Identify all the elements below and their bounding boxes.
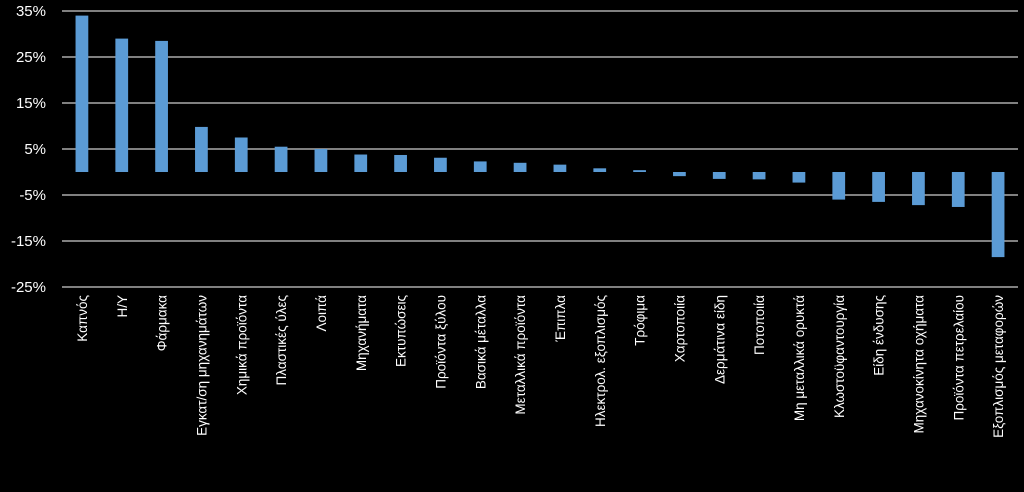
y-tick-label: 25% (16, 49, 46, 66)
y-tick-label: -25% (11, 279, 46, 296)
x-category-label: Καπνός (75, 295, 90, 342)
bar (115, 38, 129, 172)
x-category-label: Πλαστικές ύλες (274, 295, 289, 386)
x-category-label: Προϊόντα ξύλου (433, 295, 448, 389)
x-category-label: Τρόφιμα (633, 295, 648, 346)
y-tick-label: -15% (11, 233, 46, 250)
bar (832, 172, 846, 200)
x-category-label: Εκτυπώσεις (394, 295, 409, 367)
x-category-label: Μηχανήματα (354, 295, 369, 371)
x-axis-labels: Καπνός Η/Υ Φάρμακα Εγκατ/ση μηχανημάτων Χημι… (75, 295, 1006, 438)
y-tick-label: 5% (24, 141, 46, 158)
x-category-label: Προϊόντα πετρελαίου (951, 295, 966, 421)
bar (593, 168, 607, 172)
y-axis-ticks: 35% 25% 15% 5% -5% -15% -25% (11, 3, 46, 296)
x-category-label: Έπιπλα (553, 295, 568, 343)
bar (991, 172, 1005, 258)
bar (434, 157, 447, 172)
x-category-label: Είδη ένδυσης (872, 295, 887, 376)
x-category-label: Εγκατ/ση μηχανημάτων (194, 295, 209, 436)
bar (752, 172, 766, 180)
bar (314, 149, 328, 172)
x-category-label: Φάρμακα (155, 295, 170, 351)
bar (712, 172, 726, 179)
bar (354, 154, 368, 172)
bar (673, 172, 686, 177)
bar (553, 164, 567, 172)
x-category-label: Ποτοποιία (752, 295, 767, 355)
bar (155, 40, 168, 173)
x-category-label: Ηλεκτρολ. εξοπλισμός (593, 295, 608, 427)
x-category-label: Βασικά μέταλλα (473, 295, 488, 389)
x-category-label: Κλωστοϋφαντουργία (832, 295, 847, 418)
bar (274, 146, 288, 172)
bars (75, 15, 1005, 258)
bar (633, 170, 646, 172)
y-tick-label: 15% (16, 95, 46, 112)
bar (513, 162, 527, 172)
y-tick-label: -5% (19, 187, 46, 204)
bar (75, 15, 89, 172)
bar (234, 137, 248, 172)
bar (394, 154, 407, 172)
bar (951, 172, 965, 207)
x-category-label: Η/Υ (115, 295, 130, 318)
bar (195, 126, 208, 172)
bar (872, 172, 885, 202)
x-category-label: Μηχανοκίνητα οχήματα (911, 295, 926, 434)
x-category-label: Μεταλλικά προϊόντα (513, 295, 528, 415)
x-category-label: Χαρτοποιία (672, 295, 687, 362)
gridlines (62, 10, 1018, 288)
bar (792, 172, 806, 183)
bar (912, 172, 925, 206)
x-category-label: Δερμάτινα είδη (712, 295, 727, 384)
x-category-label: Λοιπά (314, 295, 329, 332)
y-tick-label: 35% (16, 3, 46, 20)
x-category-label: Εξοπλισμός μεταφορών (991, 295, 1006, 438)
bar (473, 161, 487, 172)
x-category-label: Χημικά προϊόντα (234, 295, 249, 395)
x-category-label: Μη μεταλλικά ορυκτά (792, 295, 807, 421)
